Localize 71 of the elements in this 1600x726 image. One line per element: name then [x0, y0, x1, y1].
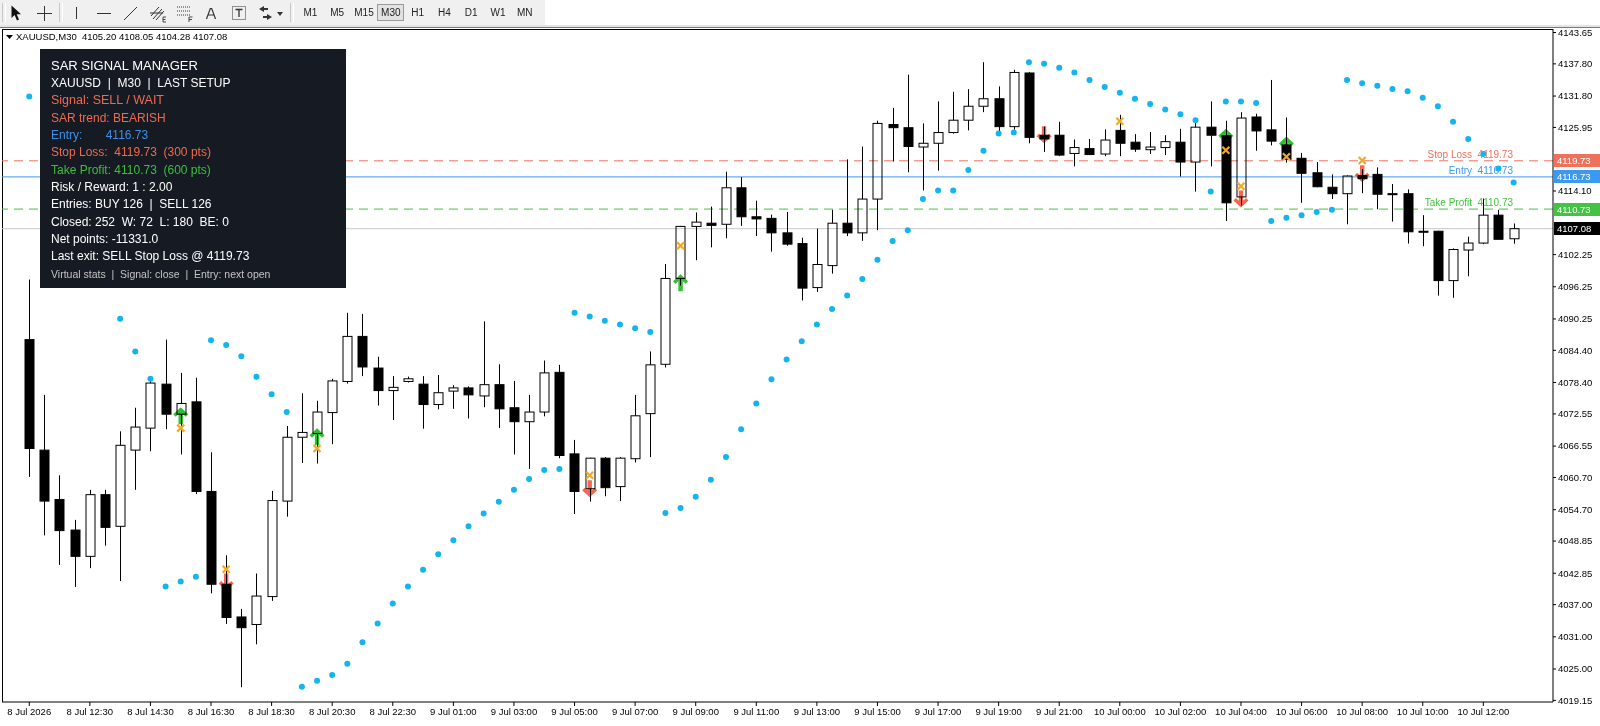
annotation: Virtual stats | Signal: close | Entry: next open [51, 266, 271, 282]
annotation: Entry: 4116.73 [51, 126, 149, 143]
y-tick-label: 4031.00 [1558, 631, 1593, 643]
price-tag: 4119.73 [1554, 154, 1600, 168]
x-tick-label: 9 Jul 09:00 [672, 705, 719, 717]
x-tick-label: 10 Jul 12:00 [1457, 705, 1510, 717]
annotation: Net points: -11331.0 [51, 231, 159, 247]
y-tick-label: 4096.25 [1558, 281, 1593, 293]
y-tick-label: 4102.25 [1558, 248, 1593, 260]
x-tick-label: 10 Jul 02:00 [1154, 705, 1207, 717]
x-tick-label: 10 Jul 04:00 [1215, 705, 1267, 717]
y-tick-label: 4072.55 [1558, 408, 1593, 420]
y-tick-label: 4037.00 [1558, 599, 1593, 610]
annotation: Last exit: SELL Stop Loss @ 4119.73 [51, 248, 250, 265]
x-tick-label: 10 Jul 08:00 [1336, 705, 1389, 717]
annotation: Risk / Reward: 1 : 2.00 [51, 178, 173, 195]
x-tick-label: 10 Jul 10:00 [1396, 705, 1449, 717]
x-tick-label: 9 Jul 01:00 [430, 705, 477, 717]
x-tick-label: 8 Jul 20:30 [308, 705, 356, 717]
y-tick-label: 4048.85 [1558, 535, 1593, 547]
y-tick-label: 4125.95 [1558, 121, 1593, 133]
x-tick-label: 8 Jul 22:30 [369, 705, 417, 717]
price-tag: 4110.73 [1554, 202, 1600, 216]
annotation: Stop Loss: 4119.73 (300 pts) [51, 144, 211, 161]
text: MN [516, 6, 534, 20]
text: M15 [353, 6, 375, 20]
y-tick-label: 4042.85 [1558, 567, 1593, 579]
annotation: SAR trend: BEARISH [51, 109, 166, 126]
x-tick-label: 8 Jul 2026 [7, 705, 52, 717]
y-tick-label: 4131.80 [1558, 90, 1593, 102]
text: H1 [410, 6, 425, 20]
y-tick-label: 4054.70 [1558, 504, 1593, 516]
y-tick-label: 4084.40 [1558, 344, 1593, 356]
x-tick-label: 9 Jul 13:00 [793, 705, 841, 717]
annotation: Closed: 252 W: 72 L: 180 BE: 0 [51, 213, 229, 230]
x-tick-label: 9 Jul 05:00 [551, 705, 598, 717]
y-tick-label: 4078.40 [1558, 376, 1593, 388]
x-tick-label: 9 Jul 03:00 [490, 705, 538, 717]
y-tick-label: 4090.25 [1558, 313, 1593, 325]
x-tick-label: 8 Jul 18:30 [248, 705, 295, 717]
x-tick-label: 8 Jul 12:30 [66, 705, 114, 717]
y-tick-label: 4060.70 [1558, 471, 1593, 483]
x-tick-label: 10 Jul 00:00 [1093, 705, 1146, 717]
chart-title: XAUUSD,M30 4105.20 4108.05 4104.28 4107.08 [16, 31, 228, 43]
y-tick-label: 4137.80 [1558, 58, 1593, 70]
x-tick-label: 9 Jul 21:00 [1035, 705, 1083, 717]
text: W1 [489, 6, 507, 20]
x-tick-label: 9 Jul 19:00 [975, 705, 1022, 717]
x-tick-label: 9 Jul 11:00 [733, 705, 780, 717]
annotation: Signal: SELL / WAIT [51, 92, 165, 109]
text: D1 [463, 6, 479, 20]
x-tick-label: 9 Jul 15:00 [854, 705, 901, 717]
y-tick-label: 4143.65 [1558, 26, 1593, 38]
y-tick-label: 4114.10 [1558, 185, 1592, 197]
x-tick-label: 8 Jul 14:30 [127, 705, 174, 717]
text: M1 [302, 6, 319, 20]
x-tick-label: 9 Jul 07:00 [611, 705, 659, 717]
y-tick-label: 4025.00 [1558, 663, 1593, 675]
price-tag: 4107.08 [1554, 222, 1600, 236]
x-tick-label: 8 Jul 16:30 [187, 705, 235, 717]
price-tag: 4116.73 [1554, 170, 1600, 184]
x-tick-label: 9 Jul 17:00 [914, 705, 962, 717]
y-tick-label: 4019.15 [1558, 694, 1593, 706]
annotation: Take Profit: 4110.73 (600 pts) [51, 161, 211, 178]
annotation: SAR SIGNAL MANAGER [51, 57, 198, 74]
annotation: Entries: BUY 126 | SELL 126 [51, 196, 212, 213]
x-tick-label: 10 Jul 06:00 [1275, 705, 1328, 717]
text: M5 [329, 6, 346, 20]
y-tick-label: 4066.55 [1558, 440, 1593, 452]
annotation: XAUUSD | M30 | LAST SETUP [51, 74, 231, 91]
text: H4 [437, 6, 452, 20]
